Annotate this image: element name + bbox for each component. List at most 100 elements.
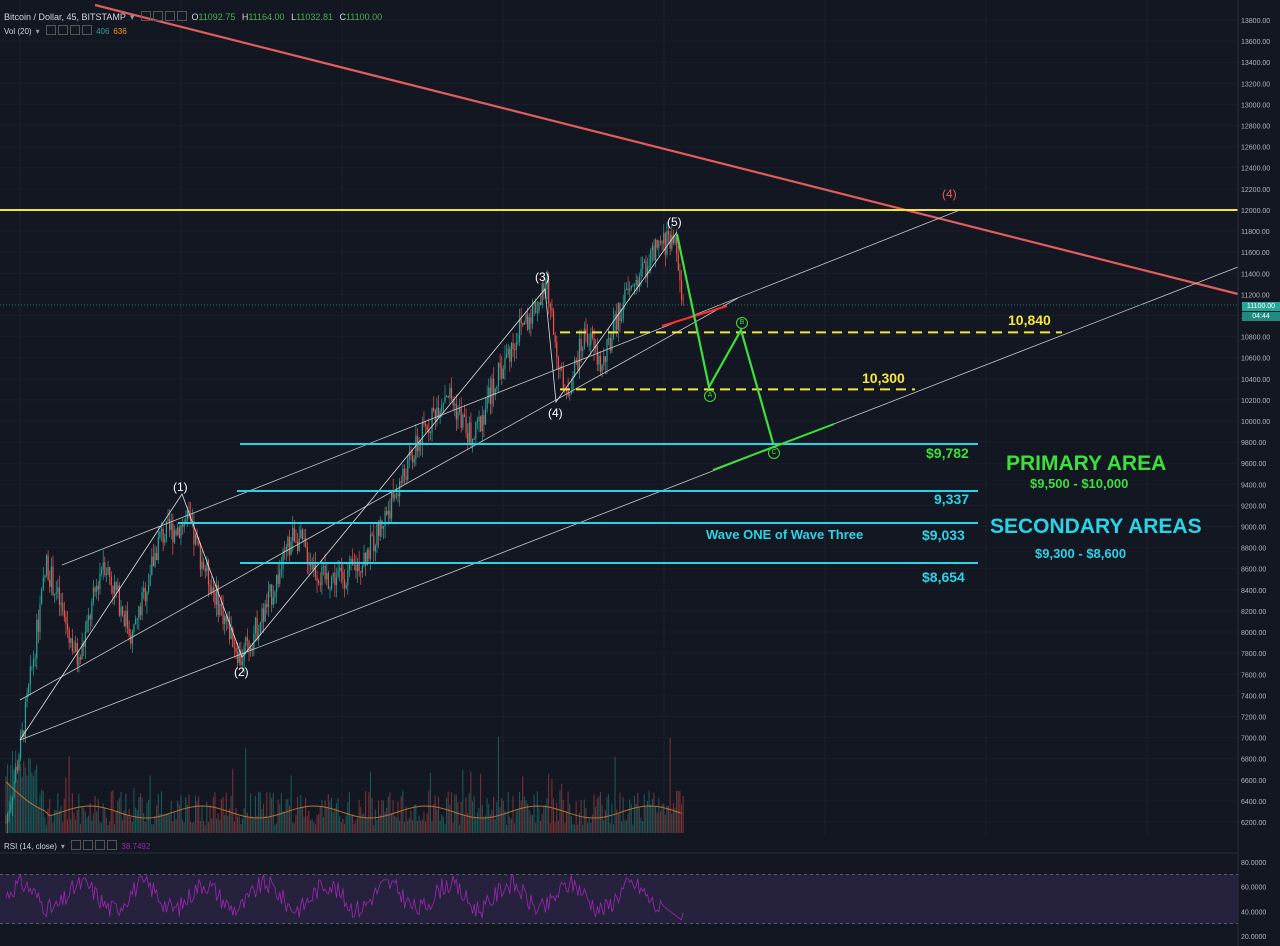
price-tick-label: 12400.00 [1241,166,1270,173]
candle-body [528,317,530,330]
volume-bar [301,807,303,833]
candle-body [548,280,550,305]
candle-body [629,288,631,291]
volume-bar [204,824,206,833]
candle-body [343,579,346,589]
volume-bar [343,823,346,833]
volume-bar [295,814,297,833]
volume-title[interactable]: Vol (20) [4,27,32,36]
candle-body [606,339,608,362]
volume-bar [65,777,67,833]
volume-legend: Vol (20) ▾ 406 636 [4,25,127,36]
candle-body [518,319,521,342]
candle-body [557,357,560,370]
chevron-down-icon[interactable]: ▾ [129,12,135,22]
candle-body [356,561,359,572]
volume-bar [303,816,305,833]
volume-bar [160,791,163,833]
volume-bar [646,800,649,833]
candle-body [488,387,490,398]
price-tick-label: 10200.00 [1241,398,1270,405]
volume-bar [552,798,555,833]
candle-body [462,414,464,428]
candle-body [468,422,470,443]
eye-icon[interactable] [45,25,56,35]
volume-bar [356,818,359,833]
more-icon[interactable] [176,11,187,21]
candle-body [374,545,376,552]
volume-bar [117,801,119,833]
volume-bar [355,820,357,833]
more-icon[interactable] [81,25,92,35]
volume-bar [300,795,302,833]
close-icon[interactable] [69,25,80,35]
volume-bar [266,792,268,833]
volume-bar [258,791,260,833]
chart-drawings [0,3,1239,741]
volume-bar [442,816,444,833]
candle-body [437,407,440,418]
volume-bar [259,792,261,833]
candle-body [586,333,589,345]
symbol-title[interactable]: Bitcoin / Dollar, 45, BITSTAMP [4,12,126,22]
volume-bar [224,814,226,833]
candle-body [76,642,78,666]
volume-bar [109,821,111,833]
candle-body [243,645,245,662]
candle-body [504,357,506,370]
volume-bar [175,819,177,833]
candle-body [199,544,201,570]
candle-body [413,459,415,463]
volume-bar [541,813,543,833]
candle-body [630,285,632,289]
volume-bar [598,796,600,833]
candle-body [569,394,571,396]
close-icon[interactable] [164,11,175,21]
eye-icon[interactable] [140,11,151,21]
volume-bar [52,822,54,833]
candle-body [497,363,500,387]
price-tick-label: 6600.00 [1241,778,1266,785]
chevron-down-icon[interactable]: ▾ [60,842,65,851]
candle-body [319,583,321,586]
candle-body [659,240,662,242]
candle-body [423,422,425,424]
candle-body [509,348,511,362]
candle-body [324,566,326,580]
wave-label-1: (1) [173,480,188,494]
candle-body [235,647,237,653]
close-icon[interactable] [95,840,106,850]
candle-body [303,538,305,540]
candle-body [92,587,95,602]
volume-bar [505,824,508,833]
candle-body [527,314,529,330]
volume-bar [403,822,406,833]
candle-body [676,235,678,255]
volume-bar [667,806,670,833]
candle-body [275,574,278,593]
chevron-down-icon[interactable]: ▾ [35,27,40,36]
candle-body [355,564,357,572]
volume-bar [548,774,550,833]
settings-icon[interactable] [152,11,163,21]
eye-icon[interactable] [71,840,82,850]
volume-bar [250,793,252,833]
secondary-areas-range: $9,300 - $8,600 [1035,546,1127,561]
candle-body [556,342,558,358]
price-tick-label: 8800.00 [1241,546,1266,553]
volume-bar [203,820,205,833]
volume-bar [173,812,175,833]
volume-bar [384,811,386,833]
wave-label-c: C [768,447,780,459]
candle-body [175,530,177,535]
volume-bar [624,820,626,833]
rsi-title[interactable]: RSI (14, close) [4,842,57,851]
settings-icon[interactable] [57,25,68,35]
more-icon[interactable] [107,840,118,850]
candle-body [347,570,349,586]
settings-icon[interactable] [83,840,94,850]
volume-bar [423,811,425,833]
volume-bar [306,815,308,833]
candle-body [342,571,344,580]
